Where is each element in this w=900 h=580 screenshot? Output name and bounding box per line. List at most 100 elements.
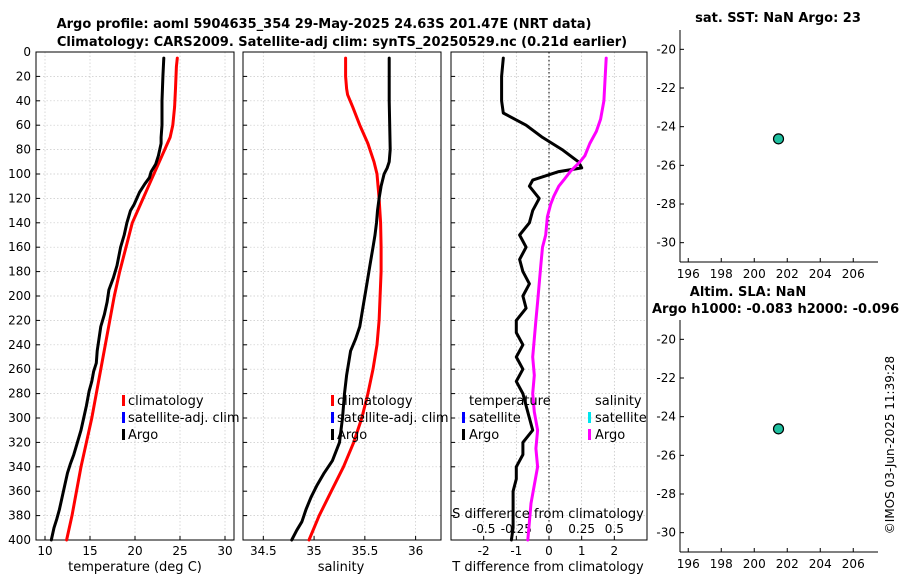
top-x-tick-label: 0.25 xyxy=(568,522,595,536)
series-line xyxy=(307,56,383,542)
y-tick-label: 240 xyxy=(8,338,31,352)
legend-title-temperature: temperature xyxy=(469,394,551,409)
difference-legend-temperature: temperature satellite Argo xyxy=(462,394,551,443)
legend-swatch-satellite-adj xyxy=(122,412,125,423)
x-tick-label: 20 xyxy=(127,544,142,558)
y-tick-label: 140 xyxy=(8,216,31,230)
y-tick-label: -26 xyxy=(656,448,676,462)
y-tick-label: 80 xyxy=(16,143,31,157)
x-tick-label: 25 xyxy=(172,544,187,558)
x-tick-label: 196 xyxy=(677,557,700,571)
y-tick-label: -20 xyxy=(656,332,676,346)
x-tick-label: 1 xyxy=(578,544,586,558)
legend-label-argo: Argo xyxy=(337,428,367,443)
y-tick-label: -30 xyxy=(656,236,676,250)
temperature-panel: 0 20 40 60 80 100 120 140 160 180 200 220 240 260 280 3… xyxy=(8,45,235,558)
difference-xlabel: T difference from climatology xyxy=(451,560,644,575)
x-tick-label: 196 xyxy=(677,267,700,281)
x-tick-label: 198 xyxy=(710,267,733,281)
y-tick-label: -28 xyxy=(656,197,676,211)
x-tick-label: 36 xyxy=(408,544,423,558)
y-tick-label: -24 xyxy=(656,410,676,424)
series-line xyxy=(290,56,392,542)
x-tick-label: 34.5 xyxy=(250,544,277,558)
imos-timestamp: ©IMOS 03-Jun-2025 11:39:28 xyxy=(883,356,897,534)
difference-top-xlabel: S difference from climatology xyxy=(452,507,644,522)
legend-label-t-satellite: satellite xyxy=(469,411,521,426)
argo-position-marker xyxy=(772,133,785,145)
sla-map-title: Altim. SLA: NaN xyxy=(690,285,806,300)
y-tick-label: -20 xyxy=(656,42,676,56)
y-tick-label: 100 xyxy=(8,167,31,181)
legend-title-salinity: salinity xyxy=(595,394,642,409)
x-tick-label: 35 xyxy=(306,544,321,558)
legend-label-s-satellite: satellite xyxy=(595,411,647,426)
legend-swatch-argo xyxy=(122,429,125,440)
y-tick-label: 0 xyxy=(23,45,31,59)
sla-map-panel: -20 -22 -24 -26 -28 -30 196 198 200 202 204 206 xyxy=(656,320,878,571)
x-tick-label: 204 xyxy=(809,267,832,281)
y-tick-label: 160 xyxy=(8,240,31,254)
y-tick-label: -22 xyxy=(656,81,676,95)
x-tick-label: 204 xyxy=(809,557,832,571)
title-line-1: Argo profile: aoml 5904635_354 29-May-20… xyxy=(57,17,592,32)
argo-position-marker xyxy=(772,423,785,435)
legend-swatch-s-argo xyxy=(588,429,591,440)
sla-map-subtitle: Argo h1000: -0.083 h2000: -0.096 xyxy=(652,302,899,317)
x-tick-label: 198 xyxy=(710,557,733,571)
x-tick-label: 202 xyxy=(776,557,799,571)
legend-swatch-climatology xyxy=(331,395,334,406)
legend-swatch-t-argo xyxy=(462,429,465,440)
y-tick-label: -26 xyxy=(656,158,676,172)
x-tick-label: 200 xyxy=(743,267,766,281)
y-tick-label: 340 xyxy=(8,460,31,474)
y-tick-label: -22 xyxy=(656,371,676,385)
x-tick-label: 15 xyxy=(82,544,97,558)
legend-swatch-satellite-adj xyxy=(331,412,334,423)
legend-label-climatology: climatology xyxy=(128,394,204,409)
x-tick-label: 2 xyxy=(611,544,619,558)
difference-panel: -2 -1 0 1 2 -0.5 -0.25 0 0.25 0.5 xyxy=(450,51,648,558)
y-tick-label: 200 xyxy=(8,289,31,303)
x-tick-label: 206 xyxy=(842,557,865,571)
x-tick-label: 202 xyxy=(776,267,799,281)
x-tick-label: 10 xyxy=(37,544,52,558)
title-line-2: Climatology: CARS2009. Satellite-adj cli… xyxy=(57,35,627,50)
legend-label-argo: Argo xyxy=(128,428,158,443)
legend-swatch-t-satellite xyxy=(462,412,465,423)
legend-swatch-s-satellite xyxy=(588,412,591,423)
top-x-tick-label: 0.5 xyxy=(605,522,624,536)
legend-label-t-argo: Argo xyxy=(469,428,499,443)
x-tick-label: -1 xyxy=(510,544,522,558)
y-tick-label: 20 xyxy=(16,69,31,83)
y-tick-label: 60 xyxy=(16,118,31,132)
salinity-legend: climatology satellite-adj. clim Argo xyxy=(331,394,449,443)
sst-map-title: sat. SST: NaN Argo: 23 xyxy=(695,11,861,26)
y-tick-label: 220 xyxy=(8,313,31,327)
y-tick-label: 300 xyxy=(8,411,31,425)
top-x-tick-label: -0.5 xyxy=(472,522,495,536)
top-x-tick-label: 0 xyxy=(545,522,553,536)
x-tick-label: 35.5 xyxy=(351,544,378,558)
x-tick-label: 0 xyxy=(545,544,553,558)
x-tick-label: -2 xyxy=(478,544,490,558)
legend-swatch-climatology xyxy=(122,395,125,406)
legend-swatch-argo xyxy=(331,429,334,440)
legend-label-climatology: climatology xyxy=(337,394,413,409)
series-line xyxy=(526,56,608,542)
y-tick-label: -24 xyxy=(656,120,676,134)
legend-label-satellite-adj: satellite-adj. clim xyxy=(128,411,240,426)
y-tick-label: 320 xyxy=(8,435,31,449)
x-tick-label: 30 xyxy=(217,544,232,558)
y-tick-label: 40 xyxy=(16,94,31,108)
difference-legend-salinity: salinity satellite Argo xyxy=(588,394,647,443)
temperature-legend: climatology satellite-adj. clim Argo xyxy=(122,394,240,443)
top-x-tick-label: -0.25 xyxy=(501,522,532,536)
x-tick-label: 200 xyxy=(743,557,766,571)
y-tick-label: 120 xyxy=(8,191,31,205)
legend-label-s-argo: Argo xyxy=(595,428,625,443)
legend-label-satellite-adj: satellite-adj. clim xyxy=(337,411,449,426)
temperature-xlabel: temperature (deg C) xyxy=(68,560,202,575)
series-line xyxy=(65,56,179,542)
